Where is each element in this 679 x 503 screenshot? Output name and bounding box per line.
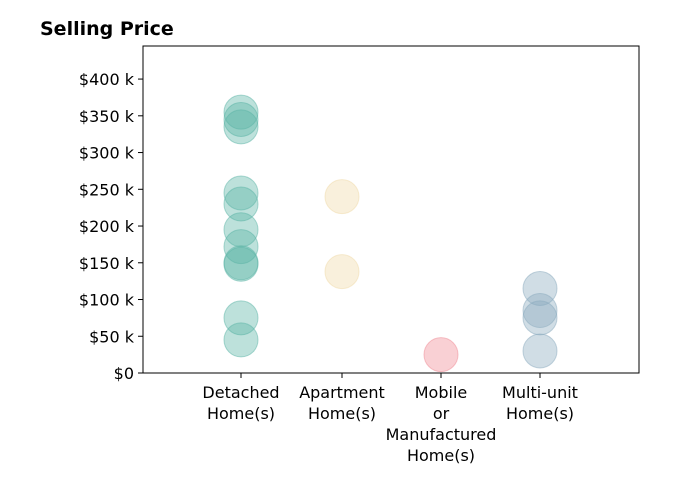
y-tick-label: $200 k [79, 217, 135, 236]
data-point [223, 246, 259, 282]
x-category-label: Detached Home(s) [202, 383, 279, 423]
data-point [522, 293, 558, 329]
data-points [223, 94, 558, 373]
chart-title: Selling Price [40, 18, 174, 40]
y-tick-label: $350 k [79, 107, 135, 126]
data-point [324, 179, 360, 215]
data-point [223, 229, 259, 265]
data-point [223, 300, 259, 336]
data-point [223, 109, 259, 145]
y-tick-label: $0 [114, 364, 134, 383]
y-tick-label: $250 k [79, 180, 135, 199]
y-tick-label: $150 k [79, 254, 135, 273]
data-point [223, 101, 259, 137]
data-point [522, 300, 558, 336]
y-tick-label: $300 k [79, 144, 135, 163]
y-tick-label: $50 k [89, 327, 135, 346]
data-point [223, 175, 259, 211]
data-point [223, 322, 259, 358]
plot-frame [142, 45, 640, 374]
x-category-label: Apartment Home(s) [299, 383, 385, 423]
data-point [324, 254, 360, 290]
data-point [423, 337, 459, 373]
y-tick-label: $100 k [79, 291, 135, 310]
data-point [522, 270, 558, 306]
x-category-label: Mobile or Manufactured Home(s) [386, 383, 497, 465]
y-tick-label: $400 k [79, 70, 135, 89]
data-point [223, 186, 259, 222]
x-category-label: Multi-unit Home(s) [502, 383, 578, 423]
data-point [522, 333, 558, 369]
y-axis: $0 $50 k $100 k $150 k $200 k $250 k $300 k $35… [79, 70, 143, 383]
data-point [223, 94, 259, 130]
x-axis: Detached Home(s) Apartment Home(s)Mobile or M… [202, 373, 578, 465]
